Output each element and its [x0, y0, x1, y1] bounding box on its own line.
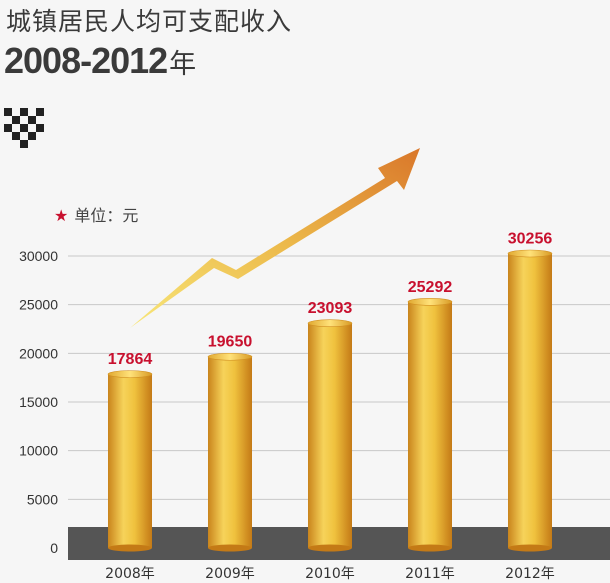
bar-body: [308, 323, 352, 548]
bar-top: [207, 352, 253, 361]
unit-label: ★ 单位：元: [54, 202, 138, 226]
bar-2010年: 23093: [307, 300, 353, 552]
checker-logo-icon: [4, 108, 44, 148]
bar-base: [408, 544, 452, 552]
bar-2011年: 25292: [407, 279, 453, 552]
y-tick-label: 25000: [19, 297, 58, 313]
bar-2008年: 17864: [107, 351, 153, 552]
y-tick-label: 0: [50, 540, 58, 556]
bar-body: [508, 253, 552, 548]
y-tick-label: 20000: [19, 345, 58, 361]
bar-base: [308, 544, 352, 552]
y-axis: 0 5000 10000 15000 20000 25000 30000: [19, 248, 58, 556]
unit-text: 单位：元: [74, 206, 139, 225]
bar-base: [108, 544, 152, 552]
chart-title: 城镇居民人均可支配收入: [6, 7, 293, 36]
star-icon: ★: [54, 206, 69, 225]
bar-body: [108, 374, 152, 548]
data-label: 17864: [108, 351, 153, 368]
y-tick-label: 10000: [19, 443, 58, 459]
bars: 17864 19650 23093 25292 30256: [107, 231, 553, 552]
bar-top: [507, 249, 553, 258]
subtitle-years: 2008-2012: [4, 40, 168, 81]
data-label: 30256: [508, 231, 553, 248]
x-axis: 2008年 2009年 2010年 2011年 2012年: [105, 566, 555, 582]
data-label: 19650: [208, 334, 253, 351]
x-tick-label: 2012年: [505, 566, 555, 582]
bar-top: [407, 298, 453, 306]
bar-body: [208, 356, 252, 548]
bar-2012年: 30256: [507, 231, 553, 552]
y-tick-label: 5000: [27, 491, 58, 507]
bar-top: [307, 319, 353, 328]
y-tick-label: 30000: [19, 248, 58, 264]
data-label: 25292: [408, 279, 453, 296]
bar-body: [408, 301, 452, 548]
data-label: 23093: [308, 300, 353, 317]
bar-2009年: 19650: [207, 334, 253, 552]
trend-arrow-icon: [130, 148, 420, 328]
subtitle-year-suffix: 年: [169, 49, 196, 79]
bar-top: [107, 370, 153, 378]
bar-base: [508, 544, 552, 552]
x-tick-label: 2011年: [405, 566, 455, 582]
bar-base: [208, 544, 252, 552]
x-tick-label: 2009年: [205, 566, 255, 582]
x-tick-label: 2008年: [105, 566, 155, 582]
chart-subtitle: 2008-2012年: [4, 40, 196, 82]
x-tick-label: 2010年: [305, 566, 355, 582]
y-tick-label: 15000: [19, 394, 58, 410]
